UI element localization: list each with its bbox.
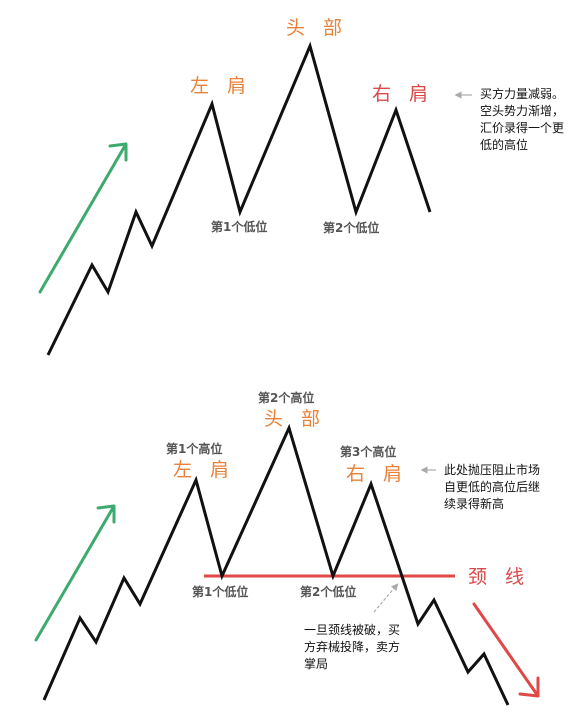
top-note-line: 汇价录得一个更 [480,120,564,135]
top-left-shoulder-label: 左 肩 [190,75,252,97]
uptrend-arrow-icon [34,504,116,642]
bottom-right-high-label: 第3个高位 [340,444,396,459]
bottom-low-1-label: 第1个低位 [192,584,248,599]
downtrend-arrow-icon [472,602,540,698]
top-note-line: 低的高位 [480,137,528,152]
bottom-low-2-label: 第2个低位 [300,584,356,599]
top-note-line: 买方力量减弱。 [480,86,564,101]
resistance-note-line: 此处抛压阻止市场 [444,462,540,477]
bottom-right-shoulder-label: 右 肩 [346,463,408,485]
neckline-label: 颈 线 [468,566,530,588]
breakdown-note-line: 掌局 [304,657,328,671]
breakdown-note-line: 方弃械投降，卖方 [304,639,400,654]
bottom-head-high-label: 第2个高位 [258,390,314,405]
bottom-left-high-label: 第1个高位 [166,441,222,456]
bottom-pattern: 第2个高位 头 部 第1个高位 左 肩 第3个高位 右 肩 第1个低位 第2个低… [34,390,544,706]
resistance-note-line: 自更低的高位后继 [444,479,540,494]
breakdown-note-line: 一旦颈线被破，买 [304,622,400,637]
top-low-2-label: 第2个低位 [323,220,379,235]
uptrend-arrow-icon [38,142,128,294]
top-low-1-label: 第1个低位 [211,219,267,234]
top-note: 买方力量减弱。 空头势力渐增， 汇价录得一个更 低的高位 [480,86,568,152]
bottom-left-shoulder-label: 左 肩 [173,459,235,481]
bottom-price-line [42,423,510,706]
breakdown-note-pointer-icon [373,583,399,613]
top-right-shoulder-label: 右 肩 [372,83,434,105]
breakdown-note: 一旦颈线被破，买 方弃械投降，卖方 掌局 [304,622,404,671]
bottom-head-label: 头 部 [264,408,326,430]
top-pattern: 头 部 左 肩 右 肩 第1个低位 第2个低位 买方力量减弱。 空头势力渐增， … [38,17,568,356]
top-note-line: 空头势力渐增， [480,104,564,118]
resistance-note-line: 续录得新高 [444,496,504,511]
top-head-label: 头 部 [286,17,348,39]
top-price-line [46,41,432,356]
resistance-note: 此处抛压阻止市场 自更低的高位后继 续录得新高 [444,462,544,511]
